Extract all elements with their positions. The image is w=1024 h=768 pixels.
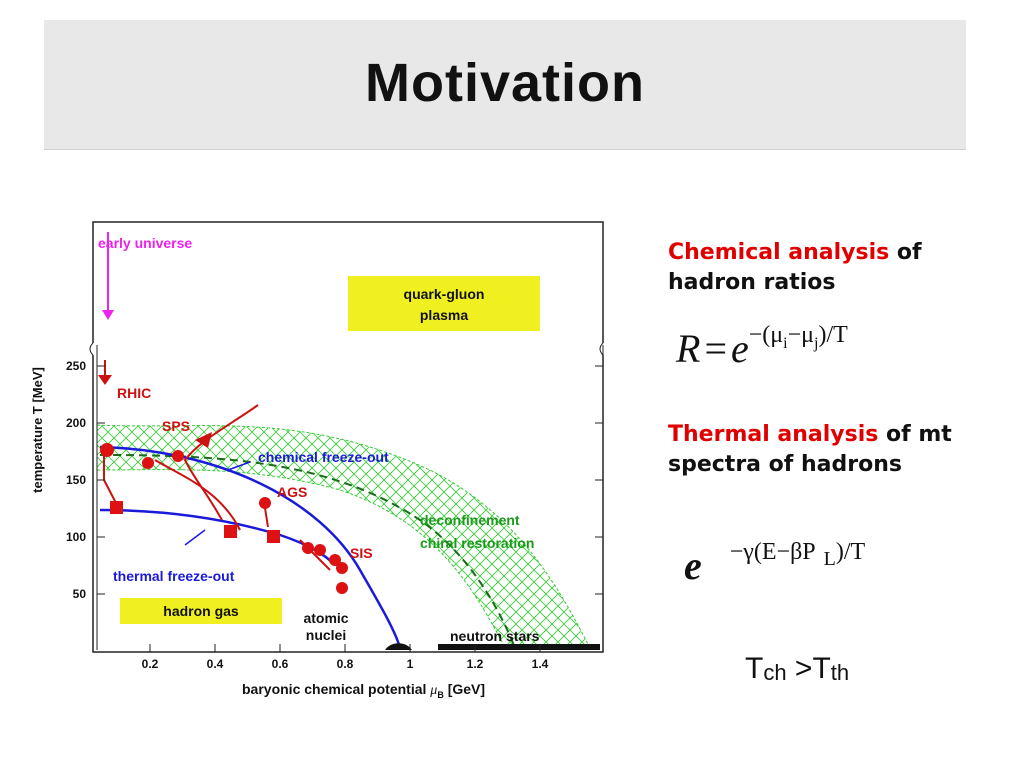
label: early universe — [98, 235, 192, 251]
x-tick-label: 1 — [407, 657, 414, 671]
highlight: Chemical analysis — [668, 240, 890, 265]
thermal-curve — [99, 508, 336, 566]
formula-1: R = e−(μi−μj)/T — [676, 322, 848, 373]
f: −(μ — [748, 322, 784, 348]
f: L — [823, 547, 836, 570]
f: i — [783, 334, 788, 352]
slide-title: Motivation — [365, 53, 645, 113]
label: thermal freeze-out — [113, 568, 235, 584]
x-tick-label: 0.2 — [142, 657, 159, 671]
y-tick-label: 150 — [66, 473, 86, 487]
t: T — [812, 652, 831, 685]
text: of hadron ratios — [668, 240, 922, 295]
label: neutron stars — [450, 628, 540, 644]
f: e — [731, 326, 749, 371]
label: chemical freeze-out — [258, 449, 389, 465]
highlight: Thermal analysis — [668, 422, 879, 447]
label: hadron gas — [163, 603, 239, 619]
y-tick-label: 200 — [66, 416, 86, 430]
label: deconfinement — [420, 512, 520, 528]
y-tick-label: 100 — [66, 530, 86, 544]
label: atomic — [303, 610, 348, 626]
exponent: −(μi−μj)/T — [748, 322, 848, 352]
label: RHIC — [117, 385, 151, 401]
phase-diagram: early universe quark-gluon plasma RHIC S… — [30, 221, 608, 701]
f: j — [814, 334, 819, 352]
title-bar: Motivation — [44, 20, 966, 150]
y-tick-label: 250 — [66, 359, 86, 373]
label: SPS — [162, 418, 190, 434]
f: )/T — [818, 322, 848, 348]
comparison: Tch >Tth — [745, 652, 849, 686]
x-axis-label: baryonic chemical potential μB [GeV] — [242, 681, 485, 701]
x-tick-label: 0.6 — [272, 657, 289, 671]
label: AGS — [277, 484, 307, 500]
f: )/T — [835, 539, 866, 565]
x-tick-label: 1.4 — [532, 657, 549, 671]
label: nuclei — [306, 627, 346, 643]
chemical-text: Chemical analysis of hadron ratios — [668, 238, 998, 298]
x-label-symbol: μ — [429, 683, 437, 698]
x-tick-label: 0.4 — [207, 657, 224, 671]
f: e — [684, 543, 702, 588]
y-axis-label: temperature T [MeV] — [30, 367, 45, 493]
x-label-unit: [GeV] — [448, 681, 485, 697]
transition-band — [96, 424, 591, 649]
x-label-subscript: B — [437, 690, 444, 700]
data-points — [100, 443, 348, 594]
f: = — [704, 326, 727, 371]
f: −γ(E−βP — [729, 539, 816, 565]
t: T — [745, 652, 764, 685]
t: > — [786, 652, 813, 685]
label: chiral restoration — [420, 535, 534, 551]
label: quark-gluon — [404, 286, 485, 302]
text: of mt spectra of hadrons — [668, 422, 952, 477]
t: th — [830, 660, 850, 685]
axis-break — [88, 343, 608, 355]
t: ch — [763, 660, 787, 685]
x-label-text: baryonic chemical potential — [242, 681, 426, 697]
y-tick-label: 50 — [73, 587, 87, 601]
f: R — [676, 326, 701, 371]
label: SIS — [350, 545, 373, 561]
dashed-line — [99, 454, 516, 649]
x-tick-label: 0.8 — [337, 657, 354, 671]
x-tick-label: 1.2 — [467, 657, 484, 671]
label: plasma — [420, 307, 468, 323]
formula-2: e −γ(E−βP L)/T — [684, 532, 984, 588]
exponent: −γ(E−βP L)/T — [729, 539, 866, 570]
f: −μ — [787, 322, 815, 348]
thermal-text: Thermal analysis of mt spectra of hadron… — [668, 420, 998, 480]
